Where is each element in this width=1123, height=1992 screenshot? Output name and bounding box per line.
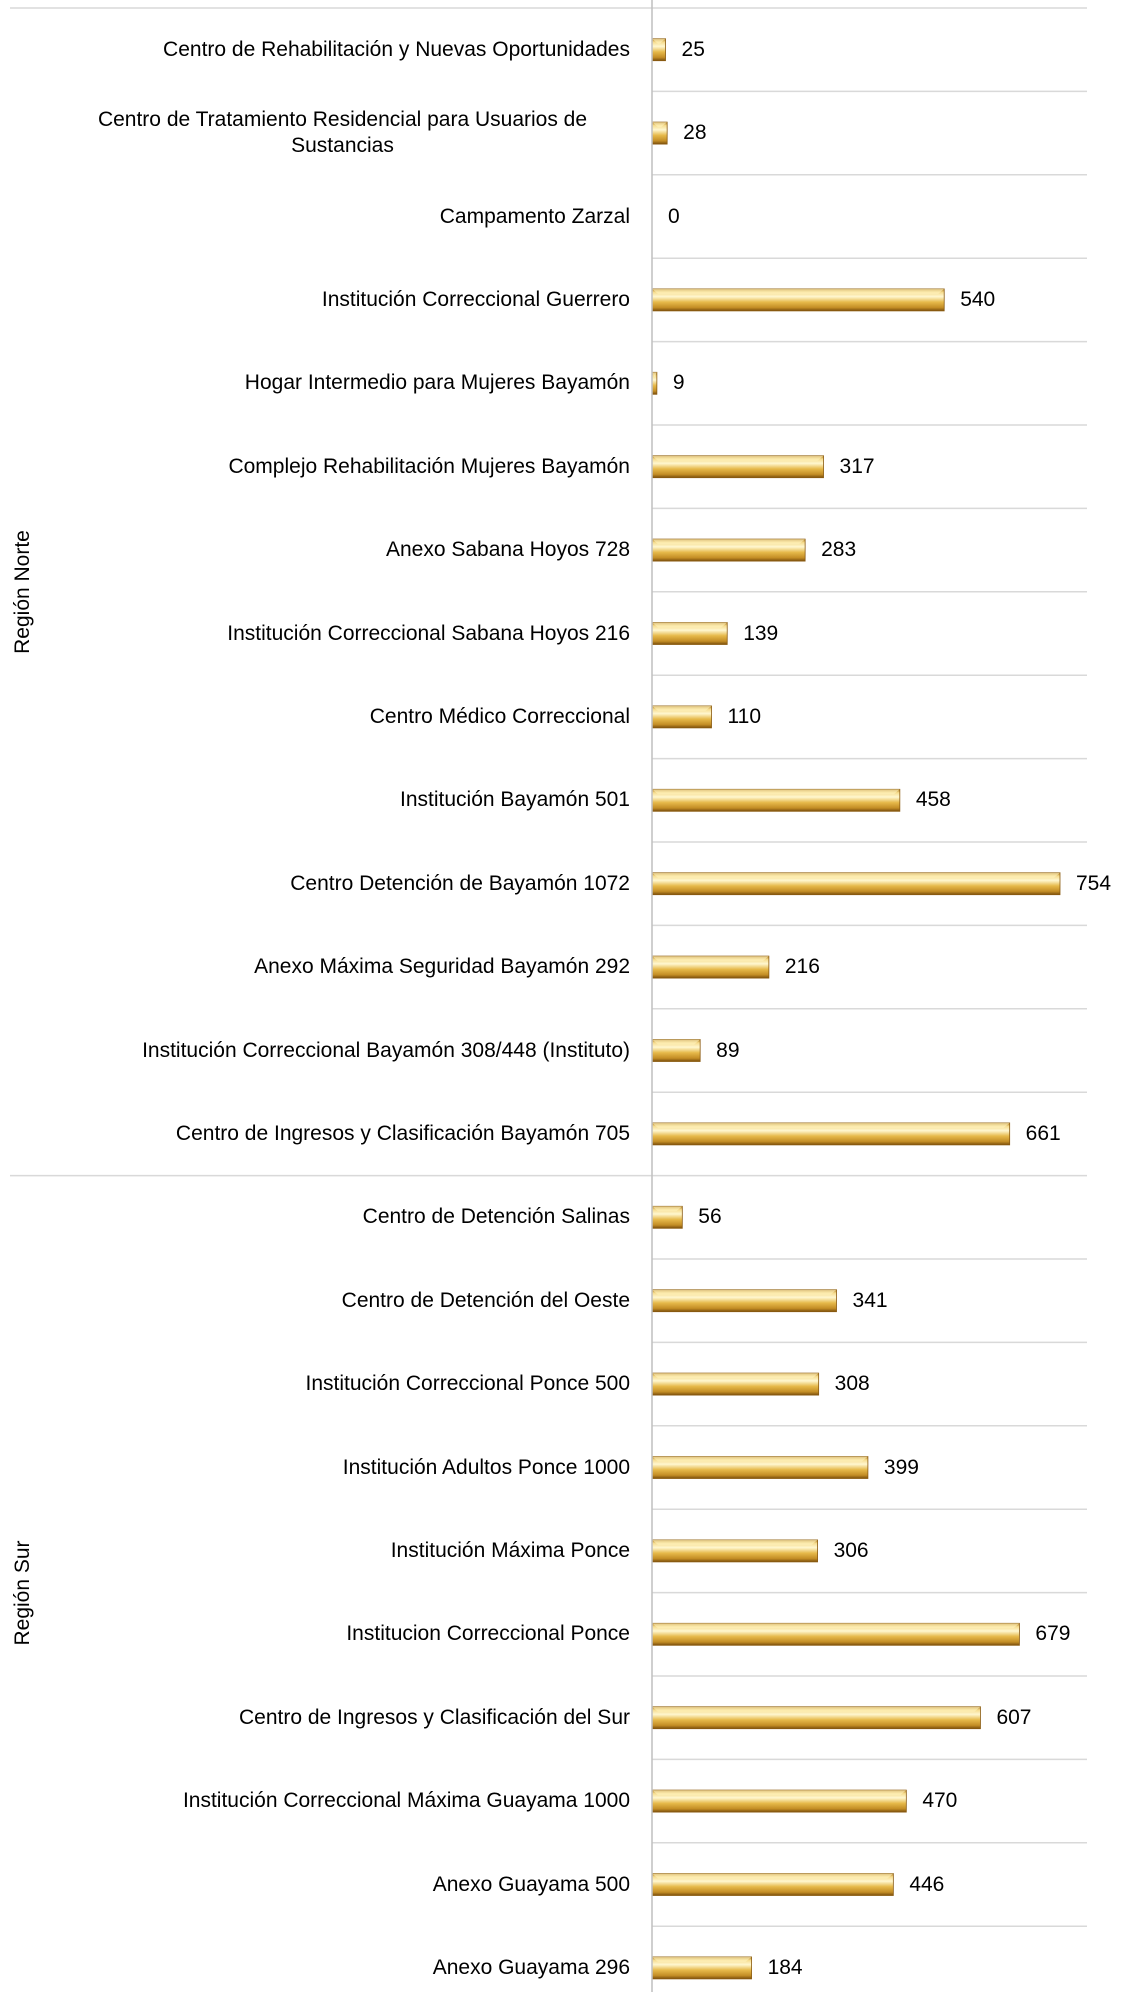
value-label: 661 [1025,1121,1061,1145]
bar-bevel [652,1623,1020,1629]
category-label: Centro de Detención del Oeste [341,1288,630,1312]
bar-bevel [652,1122,1010,1128]
bar-bevel [652,288,945,294]
value-label: 754 [1076,871,1112,895]
value-label: 110 [727,704,761,728]
bar-bevel [652,622,728,628]
value-label: 25 [681,37,705,61]
value-label: 56 [698,1205,722,1229]
bar-bevel [652,1539,818,1545]
category-label: Institucion Correccional Ponce [346,1622,630,1646]
bar-bevel [652,455,824,461]
value-label: 89 [716,1038,740,1062]
bar-bevel [652,372,657,378]
value-label: 184 [767,1955,803,1979]
group-label: Región Norte [11,529,34,654]
category-label: Institución Bayamón 501 [400,788,630,812]
value-label: 399 [883,1455,919,1479]
category-label: Institución Máxima Ponce [390,1538,630,1562]
group-label: Región Sur [11,1540,34,1646]
category-label: Centro Médico Correccional [369,704,630,728]
bar-bevel [652,1206,683,1212]
category-label: Institución Correccional Máxima Guayama … [182,1789,630,1813]
bar-bevel [652,1456,868,1462]
category-label: Institución Correccional Guerrero [321,287,630,311]
bar-bevel [652,38,666,44]
category-label: Anexo Guayama 296 [432,1955,630,1979]
value-label: 308 [834,1372,870,1396]
bar-bevel [652,1289,837,1295]
bar-bevel [652,1956,752,1962]
value-label: 28 [683,121,707,145]
bar-bevel [652,789,900,795]
value-label: 458 [915,788,951,812]
category-label: Centro Detención de Bayamón 1072 [290,871,630,895]
category-label: Centro de Tratamiento Residencial para U… [97,108,588,158]
category-label: Centro de Ingresos y Clasificación Bayam… [175,1121,630,1145]
value-label: 139 [743,621,779,645]
category-label: Centro de Detención Salinas [362,1205,630,1229]
bar-bevel [652,1873,894,1879]
category-label: Institución Correccional Sabana Hoyos 21… [227,621,630,645]
category-label: Anexo Sabana Hoyos 728 [385,538,630,562]
category-label: Institución Correccional Ponce 500 [305,1372,630,1396]
category-label: Institución Correccional Bayamón 308/448… [142,1038,630,1062]
value-label: 283 [821,538,857,562]
category-label: Institución Adultos Ponce 1000 [342,1455,630,1479]
bar-bevel [652,1790,907,1796]
value-label: 470 [922,1789,958,1813]
value-label: 341 [852,1288,888,1312]
bar-bevel [652,872,1060,878]
value-label: 446 [909,1872,945,1896]
bar-bevel [652,705,712,711]
category-label: Hogar Intermedio para Mujeres Bayamón [244,371,630,395]
bar-bevel [652,1039,701,1045]
value-label: 607 [996,1705,1032,1729]
value-label: 0 [668,204,680,228]
bar-bevel [652,1373,819,1379]
value-label: 9 [672,371,685,395]
category-label: Complejo Rehabilitación Mujeres Bayamón [228,454,630,478]
value-label: 540 [960,287,996,311]
value-label: 317 [839,454,875,478]
category-label: Centro de Rehabilitación y Nuevas Oportu… [163,37,630,61]
bar-bevel [652,122,668,128]
bar-bevel [652,1706,981,1712]
category-label: Anexo Máxima Seguridad Bayamón 292 [254,955,630,979]
value-label: 679 [1035,1622,1071,1646]
category-label: Anexo Guayama 500 [432,1872,630,1896]
category-label: Centro de Ingresos y Clasificación del S… [238,1705,630,1729]
value-label: 216 [784,955,820,979]
bar-bevel [652,956,769,962]
bar-bevel [652,539,806,545]
category-label: Campamento Zarzal [439,204,630,228]
value-label: 306 [833,1538,869,1562]
